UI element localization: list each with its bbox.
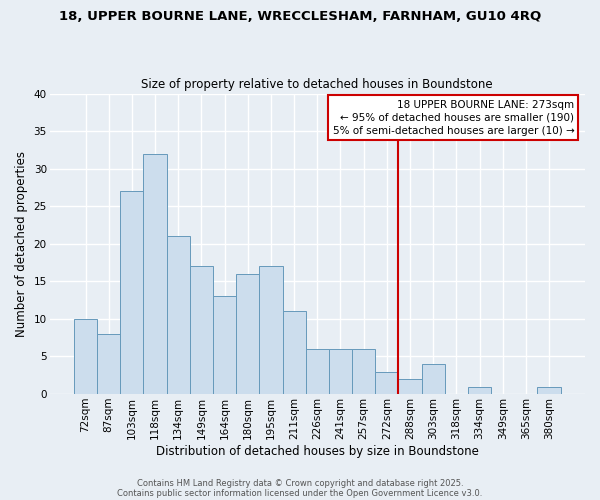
Bar: [422, 364, 445, 394]
Bar: [538, 386, 560, 394]
Bar: [398, 379, 422, 394]
Bar: [468, 386, 491, 394]
Text: Contains HM Land Registry data © Crown copyright and database right 2025.: Contains HM Land Registry data © Crown c…: [137, 478, 463, 488]
X-axis label: Distribution of detached houses by size in Boundstone: Distribution of detached houses by size …: [156, 444, 479, 458]
Bar: [352, 349, 375, 394]
Title: Size of property relative to detached houses in Boundstone: Size of property relative to detached ho…: [142, 78, 493, 91]
Bar: [74, 319, 97, 394]
Bar: [190, 266, 213, 394]
Bar: [375, 372, 398, 394]
Bar: [167, 236, 190, 394]
Bar: [236, 274, 259, 394]
Bar: [306, 349, 329, 394]
Bar: [213, 296, 236, 394]
Bar: [283, 312, 306, 394]
Bar: [97, 334, 120, 394]
Y-axis label: Number of detached properties: Number of detached properties: [15, 151, 28, 337]
Text: 18, UPPER BOURNE LANE, WRECCLESHAM, FARNHAM, GU10 4RQ: 18, UPPER BOURNE LANE, WRECCLESHAM, FARN…: [59, 10, 541, 23]
Bar: [143, 154, 167, 394]
Bar: [120, 191, 143, 394]
Text: 18 UPPER BOURNE LANE: 273sqm
← 95% of detached houses are smaller (190)
5% of se: 18 UPPER BOURNE LANE: 273sqm ← 95% of de…: [332, 100, 574, 136]
Bar: [259, 266, 283, 394]
Text: Contains public sector information licensed under the Open Government Licence v3: Contains public sector information licen…: [118, 488, 482, 498]
Bar: [329, 349, 352, 394]
